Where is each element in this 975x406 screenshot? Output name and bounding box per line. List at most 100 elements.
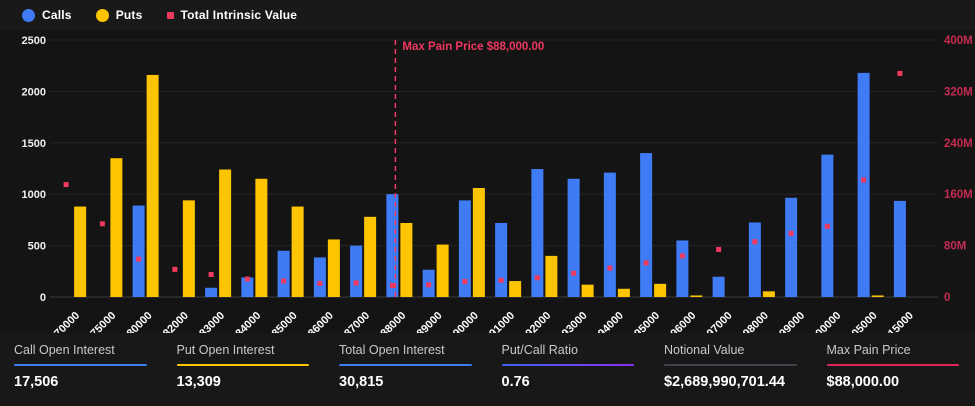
right-axis-tick-label: 0 (944, 292, 950, 304)
stat-label: Put/Call Ratio (502, 343, 651, 357)
put-bar-92000[interactable] (545, 256, 557, 297)
intrinsic-value-dot-84000[interactable] (245, 277, 250, 282)
intrinsic-value-dot-82000[interactable] (172, 267, 177, 272)
x-axis-tick-label: 88000 (378, 310, 408, 333)
intrinsic-value-dot-85000[interactable] (281, 278, 286, 283)
call-bar-115000[interactable] (894, 201, 906, 297)
intrinsic-value-dot-115000[interactable] (897, 71, 902, 76)
put-bar-94000[interactable] (618, 289, 630, 297)
x-axis-tick-label: 84000 (233, 310, 263, 333)
put-bar-83000[interactable] (219, 170, 231, 297)
stat-underline (14, 364, 147, 366)
stat-underline (664, 364, 797, 366)
x-axis-tick-label: 83000 (197, 310, 227, 333)
put-bar-98000[interactable] (763, 291, 775, 297)
put-bar-86000[interactable] (328, 239, 340, 297)
intrinsic-value-dot-75000[interactable] (100, 221, 105, 226)
right-axis-tick-label: 400M (944, 35, 973, 47)
put-bar-95000[interactable] (654, 284, 666, 297)
intrinsic-value-dot-99000[interactable] (789, 231, 794, 236)
call-bar-83000[interactable] (205, 288, 217, 297)
call-bar-97000[interactable] (713, 277, 725, 297)
intrinsic-value-dot-95000[interactable] (644, 260, 649, 265)
intrinsic-value-dot-100000[interactable] (825, 224, 830, 229)
put-bar-93000[interactable] (582, 285, 594, 297)
legend-label-calls: Calls (42, 8, 72, 22)
legend-item-calls[interactable]: Calls (22, 8, 72, 22)
options-open-interest-chart[interactable]: 05001000150020002500080M160M240M320M400M… (0, 30, 975, 333)
x-axis-tick-label: 87000 (342, 310, 372, 333)
put-bar-105000[interactable] (872, 295, 884, 297)
call-bar-85000[interactable] (278, 251, 290, 297)
intrinsic-value-dot-96000[interactable] (680, 253, 685, 258)
intrinsic-value-dot-98000[interactable] (752, 239, 757, 244)
call-bar-98000[interactable] (749, 222, 761, 297)
chart-legend: Calls Puts Total Intrinsic Value (0, 0, 975, 30)
put-bar-84000[interactable] (255, 179, 267, 297)
x-axis-tick-label: 94000 (596, 310, 626, 333)
legend-item-intrinsic[interactable]: Total Intrinsic Value (167, 8, 298, 22)
intrinsic-value-dot-91000[interactable] (499, 278, 504, 283)
max-pain-annotation-label: Max Pain Price $88,000.00 (402, 41, 544, 53)
call-bar-88000[interactable] (386, 194, 398, 297)
put-bar-87000[interactable] (364, 217, 376, 297)
left-axis-tick-label: 1000 (22, 189, 46, 201)
call-bar-96000[interactable] (676, 240, 688, 297)
put-bar-89000[interactable] (437, 245, 449, 297)
chart-canvas[interactable]: 05001000150020002500080M160M240M320M400M… (0, 30, 975, 333)
call-bar-87000[interactable] (350, 246, 362, 297)
x-axis-tick-label: 115000 (882, 310, 916, 333)
call-bar-105000[interactable] (858, 73, 870, 297)
put-bar-82000[interactable] (183, 200, 195, 297)
legend-item-puts[interactable]: Puts (96, 8, 143, 22)
call-bar-91000[interactable] (495, 223, 507, 297)
intrinsic-value-dot-94000[interactable] (607, 266, 612, 271)
call-bar-95000[interactable] (640, 153, 652, 297)
intrinsic-value-dot-90000[interactable] (462, 279, 467, 284)
put-bar-96000[interactable] (690, 295, 702, 297)
intrinsic-value-dot-105000[interactable] (861, 178, 866, 183)
x-axis-tick-label: 92000 (523, 310, 553, 333)
put-bar-85000[interactable] (292, 207, 304, 297)
intrinsic-value-dot-83000[interactable] (209, 272, 214, 277)
x-axis-tick-label: 91000 (487, 310, 517, 333)
call-bar-80000[interactable] (133, 206, 145, 297)
legend-label-puts: Puts (116, 8, 143, 22)
call-bar-99000[interactable] (785, 198, 797, 297)
x-axis-tick-label: 100000 (809, 310, 843, 333)
stat-label: Call Open Interest (14, 343, 163, 357)
put-bar-88000[interactable] (400, 223, 412, 297)
intrinsic-value-dot-87000[interactable] (354, 280, 359, 285)
intrinsic-value-dot-80000[interactable] (136, 257, 141, 262)
x-axis-tick-label: 89000 (415, 310, 445, 333)
x-axis-tick-label: 98000 (741, 310, 771, 333)
put-bar-80000[interactable] (147, 75, 159, 297)
intrinsic-value-dot-92000[interactable] (535, 275, 540, 280)
left-axis-tick-label: 2000 (22, 86, 46, 98)
x-axis-tick-label: 85000 (270, 310, 300, 333)
put-bar-90000[interactable] (473, 188, 485, 297)
put-bar-70000[interactable] (74, 207, 86, 297)
call-bar-86000[interactable] (314, 257, 326, 297)
stat-value: 13,309 (177, 374, 326, 390)
left-axis-tick-label: 500 (28, 241, 46, 253)
intrinsic-value-dot-93000[interactable] (571, 271, 576, 276)
stat-value: $88,000.00 (827, 374, 975, 390)
put-bar-91000[interactable] (509, 281, 521, 297)
intrinsic-value-dot-89000[interactable] (426, 282, 431, 287)
left-axis-tick-label: 1500 (22, 138, 46, 150)
intrinsic-value-dot-88000[interactable] (390, 283, 395, 288)
intrinsic-value-dot-86000[interactable] (317, 281, 322, 286)
stat-underline (502, 364, 635, 366)
stat-max-pain-price: Max Pain Price $88,000.00 (813, 343, 975, 406)
call-bar-94000[interactable] (604, 173, 616, 297)
intrinsic-value-dot-70000[interactable] (64, 182, 69, 187)
x-axis-tick-label: 80000 (125, 310, 155, 333)
stat-label: Max Pain Price (827, 343, 975, 357)
stat-value: 17,506 (14, 374, 163, 390)
stat-underline (339, 364, 472, 366)
intrinsic-value-dot-97000[interactable] (716, 247, 721, 252)
stat-notional-value: Notional Value $2,689,990,701.44 (650, 343, 813, 406)
put-bar-75000[interactable] (110, 158, 122, 297)
call-bar-93000[interactable] (568, 179, 580, 297)
